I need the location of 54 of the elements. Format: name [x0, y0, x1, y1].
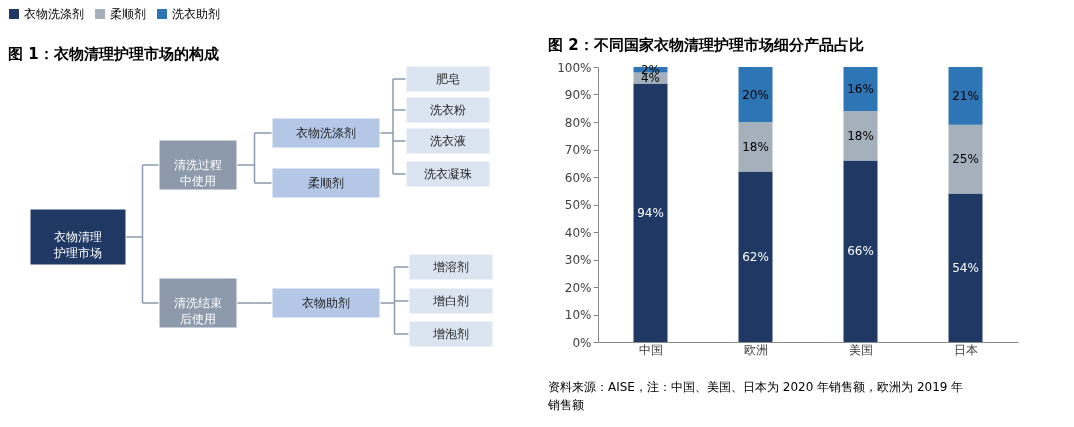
bar [738, 171, 773, 342]
bar [843, 160, 878, 342]
bar [948, 67, 983, 125]
data-label: 21% [952, 88, 979, 103]
data-label: 62% [742, 249, 769, 264]
text: 衣物清理护理市场 [53, 230, 102, 260]
data-label: 18% [742, 139, 769, 154]
data-label: 16% [847, 82, 874, 96]
data-label: 18% [847, 128, 874, 143]
y-tick-label: 40% [564, 225, 592, 240]
text: 衣物洗涤剂 [296, 126, 356, 140]
y-tick-label: 20% [564, 280, 592, 295]
y-tick-label: 0% [572, 335, 592, 350]
data-label: 94% [637, 205, 664, 220]
data-label: 54% [952, 260, 979, 275]
y-tick-label: 80% [564, 115, 592, 130]
x-tick-label: 欧洲 [743, 342, 768, 357]
text: 洗衣液 [430, 134, 466, 148]
bar [738, 67, 773, 122]
chart-title: 图 2：不同国家衣物清理护理市场细分产品占比 [548, 36, 864, 54]
legend-label: 洗衣助剂 [172, 7, 220, 21]
legend-label: 柔顺剂 [110, 7, 146, 21]
text: 洗衣粉 [430, 103, 466, 117]
text: 衣物助剂 [302, 296, 350, 310]
y-tick-label: 70% [564, 143, 592, 157]
text: 柔顺剂 [308, 176, 344, 190]
text: 清洗结束后使用 [174, 296, 222, 326]
text: 增溶剂 [432, 260, 469, 274]
text: 增白剂 [432, 294, 469, 308]
y-tick-label: 60% [564, 170, 592, 185]
bar [948, 193, 983, 342]
bar [948, 124, 983, 194]
y-tick-label: 50% [564, 198, 592, 212]
bar [738, 122, 773, 172]
x-tick-label: 中国 [638, 342, 663, 357]
y-tick-label: 90% [564, 88, 592, 102]
text: 清洗过程中使用 [174, 158, 222, 188]
text: 增泡剂 [432, 327, 469, 341]
y-tick-label: 100% [557, 60, 592, 75]
data-label: 25% [952, 152, 979, 167]
y-tick-label: 10% [564, 308, 592, 322]
data-label: 20% [742, 87, 769, 102]
x-tick-label: 日本 [953, 342, 978, 357]
text: 洗衣凝珠 [424, 167, 472, 181]
text: 肥皂 [436, 72, 460, 86]
y-tick-label: 30% [564, 253, 592, 267]
x-tick-label: 美国 [848, 342, 873, 357]
bar [843, 67, 878, 111]
text: 图 1：衣物清理护理市场的构成 [8, 44, 219, 63]
legend-label: 衣物洗涤剂 [24, 7, 84, 21]
bar [843, 111, 878, 161]
bar [633, 83, 668, 342]
data-label: 66% [847, 244, 874, 259]
text: 资料来源：AISE，注：中国、美国、日本为 2020 年销售额，欧洲为 2019 年销售额 [547, 380, 964, 412]
